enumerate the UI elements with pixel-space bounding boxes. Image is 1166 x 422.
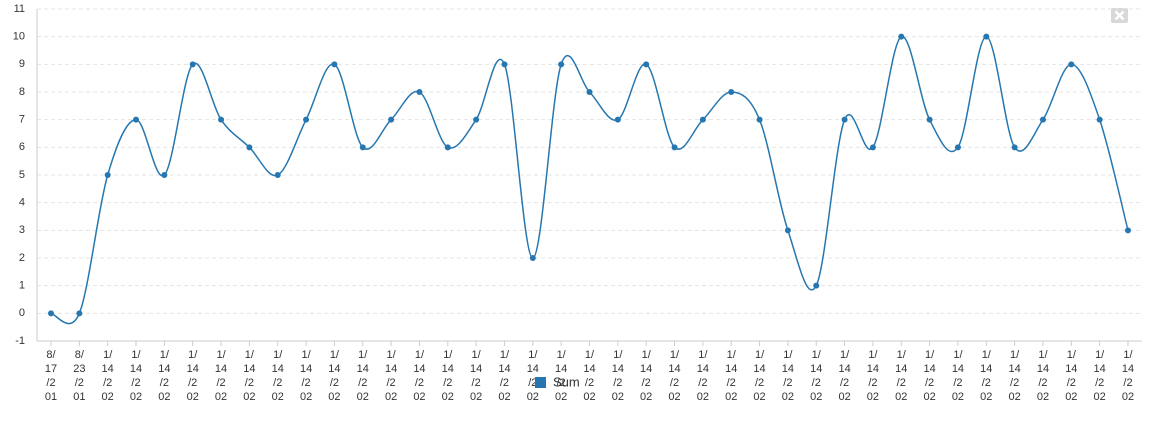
x-tick-label: 1/14/2 02 [1094,349,1106,403]
point [1039,116,1046,123]
x-tick-label: 1/14/2 02 [753,349,765,403]
point [473,116,480,123]
y-tick-label: 8 [19,86,25,98]
x-tick-label: 1/14/2 02 [810,349,822,403]
x-tick-label: 1/14/2 02 [470,349,482,403]
y-tick-label: 2 [19,252,25,264]
point [303,116,310,123]
point [218,116,225,123]
point [983,33,990,40]
x-tick-label: 1/14/2 02 [243,349,255,403]
point [1068,61,1075,68]
point [133,116,140,123]
point [671,144,678,151]
x-tick-label: 8/17/2 01 [45,349,57,403]
legend-label: Sum [553,374,580,389]
point [558,61,565,68]
x-tick-label: 1/14/2 02 [867,349,879,403]
y-tick-label: 3 [19,224,25,236]
y-tick-label: -1 [15,335,25,347]
point [841,116,848,123]
x-tick-label: 1/14/2 02 [583,349,595,403]
x-tick-label: 1/14/2 02 [697,349,709,403]
point [529,255,536,261]
legend-swatch [535,377,546,388]
point [756,116,763,123]
x-tick-label: 1/14/2 02 [1065,349,1077,403]
x-tick-label: 1/14/2 02 [357,349,369,403]
x-tick-label: 1/14/2 02 [187,349,199,403]
x-tick-label: 1/14/2 02 [923,349,935,403]
x-tick-label: 1/14/2 02 [612,349,624,403]
point [954,144,961,151]
point [331,61,338,68]
x-tick-label: 1/14/2 02 [413,349,425,403]
point [1011,144,1018,151]
point [501,61,508,68]
point [246,144,253,151]
close-icon[interactable] [1114,10,1125,21]
x-tick-label: 1/14/2 02 [102,349,114,403]
point [76,310,83,317]
y-tick-label: 10 [13,31,25,43]
line [50,35,1129,325]
x-tick-label: 1/14/2 02 [527,349,539,403]
point [784,227,791,234]
y-tick-label: 6 [19,141,25,153]
x-tick-label: 8/23/2 01 [73,349,85,403]
y-tick-label: 11 [14,3,25,15]
x-tick-label: 1/14/2 02 [442,349,454,403]
point [813,282,820,289]
x-tick-label: 1/14/2 02 [838,349,850,403]
point [48,310,54,317]
x-tick-label: 1/14/2 02 [300,349,312,403]
point [614,116,621,123]
point [926,116,933,123]
x-tick-label: 1/14/2 02 [1037,349,1049,403]
point [586,89,593,95]
x-tick-label: 1/14/2 02 [498,349,510,403]
x-tick-label: 1/14/2 02 [385,349,397,403]
point [416,89,423,95]
y-tick-label: 7 [19,114,25,126]
x-tick-label: 1/14/2 02 [272,349,284,403]
x-tick-label: 1/14/2 02 [1122,349,1134,403]
x-tick-label: 1/14/2 02 [782,349,794,403]
y-tick-label: 4 [19,197,25,209]
point [643,61,650,68]
x-tick-label: 1/14/2 02 [1009,349,1021,403]
point [189,61,196,68]
point [388,116,395,123]
point [104,172,111,178]
x-tick-label: 1/14/2 02 [328,349,340,403]
point [444,144,451,151]
point [274,172,281,178]
x-tick-label: 1/14/2 02 [158,349,170,403]
point [869,144,876,151]
point [161,172,168,178]
point [1125,227,1131,234]
point [699,116,706,123]
point [728,89,735,95]
point [359,144,366,151]
x-tick-label: 1/14/2 02 [952,349,964,403]
x-tick-label: 1/14/2 02 [555,349,567,403]
y-tick-label: 0 [19,307,25,319]
y-tick-label: 5 [19,169,25,181]
x-tick-label: 1/14/2 02 [640,349,652,403]
y-tick-label: 1 [19,280,25,292]
point [898,33,905,40]
y-tick-label: 9 [19,58,25,70]
x-tick-label: 1/14/2 02 [130,349,142,403]
x-tick-label: 1/14/2 02 [215,349,227,403]
x-tick-label: 1/14/2 02 [668,349,680,403]
x-tick-label: 1/14/2 02 [895,349,907,403]
x-tick-label: 1/14/2 02 [980,349,992,403]
x-tick-label: 1/14/2 02 [725,349,737,403]
point [1096,116,1103,123]
